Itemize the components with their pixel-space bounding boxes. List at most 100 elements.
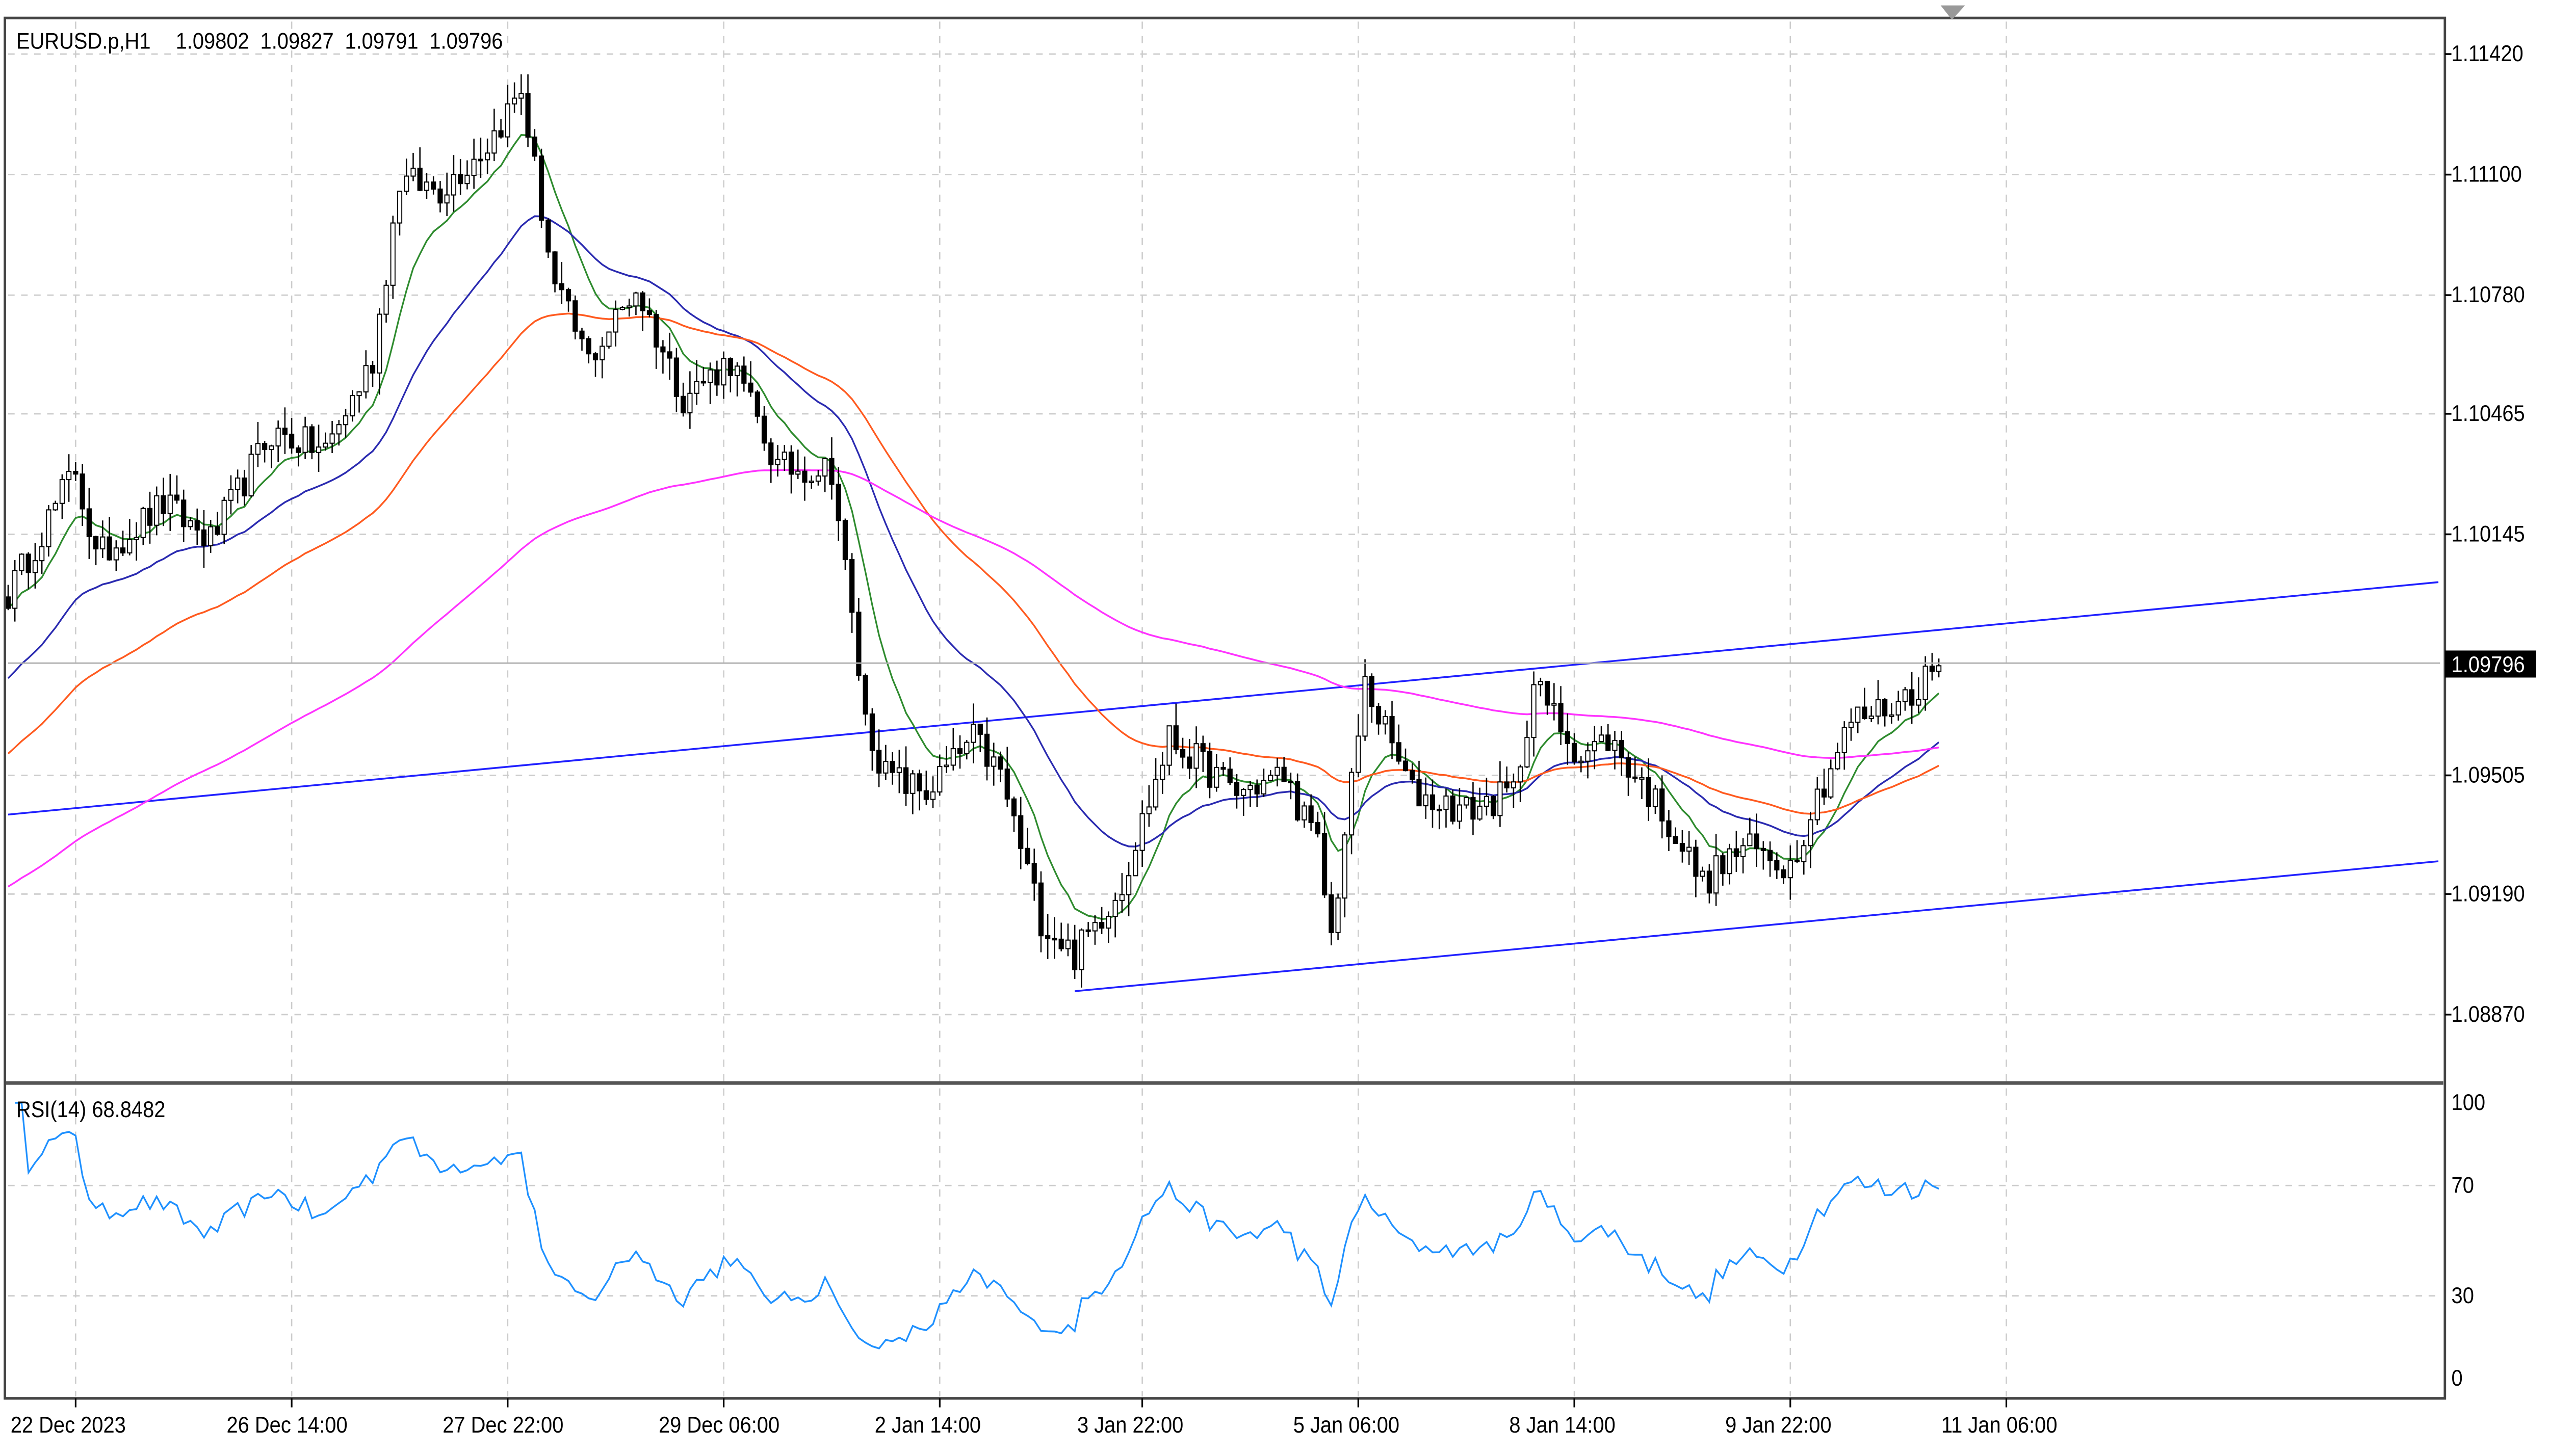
bear-candle [890, 761, 895, 773]
bear-candle [1605, 734, 1611, 751]
bear-candle [1180, 749, 1186, 758]
bull-candle [1092, 922, 1098, 932]
header: EURUSD.p,H1 1.09802 1.09827 1.09791 1.09… [16, 29, 503, 54]
bear-candle [1254, 784, 1260, 795]
bear-candle [1646, 777, 1651, 807]
bull-candle [910, 773, 916, 794]
bull-candle [1302, 805, 1307, 820]
bear-candle [458, 174, 463, 184]
bear-candle [559, 283, 564, 290]
bear-candle [93, 536, 99, 550]
trendline[interactable] [8, 581, 2439, 816]
trendline[interactable] [1075, 860, 2439, 992]
bear-candle [788, 452, 794, 475]
price-axis[interactable]: 1.11420 1.11100 1.10780 1.10465 1.10145 1.095… [2444, 41, 2525, 1026]
bull-candle [167, 494, 173, 514]
bear-candle [215, 526, 220, 535]
bull-candle [1868, 716, 1874, 720]
moving-average-line [7, 312, 1939, 815]
bull-candle [1835, 752, 1840, 770]
time-tick-label: 2 Jan 14:00 [875, 1412, 981, 1437]
bear-candle [957, 748, 963, 754]
bull-candle [991, 756, 997, 767]
bull-candle [734, 365, 740, 377]
bull-candle [1639, 777, 1645, 780]
bear-candle [1227, 769, 1233, 783]
bull-candle [451, 174, 457, 196]
bull-candle [1274, 766, 1280, 776]
bull-candle [404, 175, 409, 192]
chart-shift-marker[interactable] [1940, 5, 1965, 20]
bull-candle [1740, 845, 1746, 858]
bear-candle [80, 473, 85, 510]
bear-candle [417, 168, 423, 191]
bull-candle [815, 475, 821, 482]
bear-candle [1173, 725, 1179, 750]
bull-candle [971, 724, 976, 743]
bull-candle [795, 470, 801, 475]
bull-candle [1484, 796, 1490, 807]
bear-candle [194, 520, 200, 531]
bear-candle [1038, 882, 1044, 937]
bear-candle [1774, 860, 1780, 870]
bear-candle [1011, 798, 1017, 816]
bull-candle [1848, 722, 1854, 728]
price-tick-label: 1.08870 [2452, 1001, 2525, 1026]
bear-candle [1781, 869, 1786, 879]
bear-candle [5, 596, 11, 609]
bear-candle [768, 442, 774, 465]
bull-candle [46, 509, 51, 547]
bull-candle [721, 358, 726, 386]
bull-candle [336, 424, 342, 435]
bear-candle [1794, 860, 1800, 862]
bear-candle [1375, 706, 1382, 725]
bull-candle [1578, 760, 1584, 763]
bull-candle [208, 526, 214, 547]
trendlines[interactable] [8, 581, 2439, 992]
bull-candle [235, 478, 241, 490]
bull-candle [1922, 666, 1928, 700]
rsi-axis: 100 70 30 0 [2452, 1090, 2486, 1390]
bull-candle [1247, 784, 1253, 790]
bull-candle [1126, 875, 1132, 895]
price-tick-label: 1.09190 [2452, 881, 2525, 906]
price-tick-label: 1.11100 [2452, 162, 2522, 187]
bear-candle [1288, 780, 1294, 783]
bear-candle [856, 612, 862, 676]
bear-candle [573, 300, 578, 332]
bull-candle [1538, 681, 1543, 685]
bull-candle [687, 392, 693, 414]
bull-candle [775, 459, 781, 465]
bear-candle [646, 310, 653, 315]
bull-candle [627, 305, 632, 308]
bear-candle [1085, 929, 1091, 932]
bear-candle [1045, 935, 1051, 939]
bull-candle [1464, 797, 1469, 806]
bull-candle [53, 502, 58, 511]
bull-candle [1801, 845, 1807, 862]
bear-candle [1720, 855, 1726, 875]
bear-candle [1416, 779, 1422, 807]
open-value: 1.09802 [176, 29, 249, 54]
bull-candle [505, 103, 510, 138]
bear-candle [977, 724, 983, 735]
rsi-level-label: 30 [2452, 1283, 2474, 1308]
bull-candle [377, 313, 382, 374]
price-tick-label: 1.10145 [2452, 521, 2525, 546]
bull-candle [930, 791, 936, 800]
bear-candle [1450, 795, 1455, 822]
bull-candle [275, 428, 281, 447]
bear-candle [1025, 848, 1030, 864]
bull-candle [1241, 789, 1246, 796]
bull-candle [1166, 725, 1172, 766]
bull-candle [491, 130, 497, 154]
bull-candle [1895, 701, 1901, 716]
bull-candle [1133, 850, 1138, 877]
bull-candle [633, 292, 639, 307]
bull-candle [1443, 795, 1449, 810]
time-axis[interactable]: 22 Dec 2023 26 Dec 14:00 27 Dec 22:00 29 De… [11, 1398, 2058, 1438]
bull-candle [937, 765, 943, 793]
bear-candle [296, 447, 301, 453]
bear-candle [161, 495, 166, 514]
